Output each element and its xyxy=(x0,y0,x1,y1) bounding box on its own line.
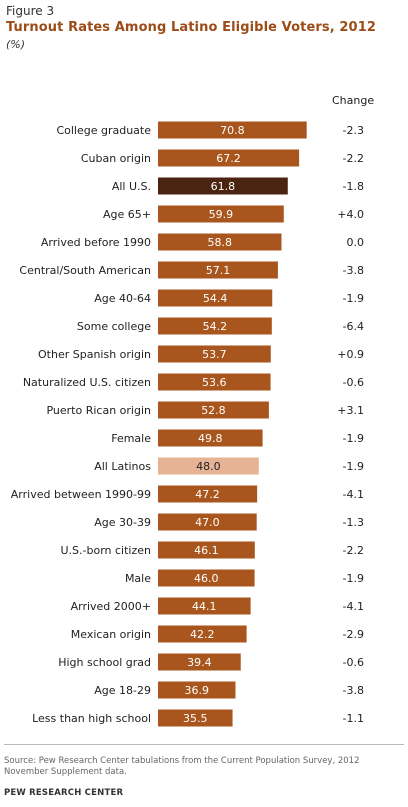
bar-value-label: 44.1 xyxy=(192,600,217,613)
bar xyxy=(158,625,247,643)
change-value: -1.1 xyxy=(343,712,364,725)
bar-value-label: 54.4 xyxy=(203,292,228,305)
category-label: Puerto Rican origin xyxy=(46,404,151,417)
category-label: Cuban origin xyxy=(81,152,151,165)
bar-value-label: 61.8 xyxy=(211,180,236,193)
change-value: -3.8 xyxy=(343,684,364,697)
bar xyxy=(158,121,307,139)
change-value: -0.6 xyxy=(343,376,364,389)
category-label: Mexican origin xyxy=(71,628,151,641)
bar xyxy=(158,429,263,447)
change-value: -1.9 xyxy=(343,460,364,473)
category-label: Male xyxy=(125,572,151,585)
bar xyxy=(158,485,258,503)
bar-value-label: 67.2 xyxy=(216,152,241,165)
change-value: -1.9 xyxy=(343,292,364,305)
category-label: Age 65+ xyxy=(103,208,151,221)
category-label: College graduate xyxy=(56,124,151,137)
bar-value-label: 49.8 xyxy=(198,432,223,445)
bar xyxy=(158,289,273,307)
footer-credit: PEW RESEARCH CENTER xyxy=(4,788,124,798)
category-label: Arrived between 1990-99 xyxy=(11,488,151,501)
bar xyxy=(158,205,284,223)
bar-value-label: 70.8 xyxy=(220,124,245,137)
bar-value-label: 46.0 xyxy=(194,572,219,585)
bar xyxy=(158,317,272,335)
bar xyxy=(158,373,271,391)
category-label: High school grad xyxy=(58,656,151,669)
category-label: Age 40-64 xyxy=(94,292,151,305)
change-value: -1.9 xyxy=(343,572,364,585)
bar-value-label: 35.5 xyxy=(183,712,208,725)
bar xyxy=(158,709,233,727)
bar-value-label: 46.1 xyxy=(194,544,219,557)
bar xyxy=(158,233,282,251)
bar-value-label: 47.2 xyxy=(195,488,220,501)
bar-value-label: 36.9 xyxy=(184,684,209,697)
change-value: -6.4 xyxy=(343,320,364,333)
bar xyxy=(158,261,278,279)
bar xyxy=(158,681,236,699)
change-value: +4.0 xyxy=(337,208,364,221)
bar xyxy=(158,541,255,559)
change-value: -2.9 xyxy=(343,628,364,641)
units-label: (%) xyxy=(6,38,26,51)
change-value: +3.1 xyxy=(337,404,364,417)
bar-value-label: 47.0 xyxy=(195,516,220,529)
bar-value-label: 59.9 xyxy=(209,208,234,221)
bar xyxy=(158,345,271,363)
bar-value-label: 54.2 xyxy=(203,320,228,333)
category-label: Some college xyxy=(77,320,151,333)
divider xyxy=(4,744,404,745)
category-label: Female xyxy=(111,432,151,445)
bar-value-label: 53.7 xyxy=(202,348,227,361)
change-value: -1.3 xyxy=(343,516,364,529)
change-value: -0.6 xyxy=(343,656,364,669)
change-value: 0.0 xyxy=(347,236,365,249)
bar xyxy=(158,457,259,475)
bar xyxy=(158,149,300,167)
bar-value-label: 57.1 xyxy=(206,264,231,277)
bar-value-label: 58.8 xyxy=(207,236,232,249)
change-value: -3.8 xyxy=(343,264,364,277)
category-label: Age 18-29 xyxy=(94,684,151,697)
change-value: -2.3 xyxy=(343,124,364,137)
change-column-header: Change xyxy=(332,94,375,107)
bar-value-label: 42.2 xyxy=(190,628,215,641)
figure-label: Figure 3 xyxy=(6,4,55,18)
bar-value-label: 52.8 xyxy=(201,404,226,417)
bar xyxy=(158,597,251,615)
category-label: All U.S. xyxy=(112,180,151,193)
category-label: Arrived before 1990 xyxy=(41,236,151,249)
bar-value-label: 48.0 xyxy=(196,460,221,473)
bar xyxy=(158,401,269,419)
category-label: Arrived 2000+ xyxy=(71,600,151,613)
category-label: All Latinos xyxy=(94,460,151,473)
category-label: Other Spanish origin xyxy=(38,348,151,361)
category-label: U.S.-born citizen xyxy=(61,544,152,557)
bar xyxy=(158,653,241,671)
category-label: Central/South American xyxy=(19,264,151,277)
category-label: Naturalized U.S. citizen xyxy=(23,376,151,389)
bar xyxy=(158,569,255,587)
category-label: Age 30-39 xyxy=(94,516,151,529)
bar-value-label: 39.4 xyxy=(187,656,212,669)
bar-value-label: 53.6 xyxy=(202,376,227,389)
change-value: -2.2 xyxy=(343,152,364,165)
change-value: -1.8 xyxy=(343,180,364,193)
change-value: -2.2 xyxy=(343,544,364,557)
category-label: Less than high school xyxy=(32,712,151,725)
chart-title: Turnout Rates Among Latino Eligible Vote… xyxy=(6,20,376,35)
bar xyxy=(158,513,257,531)
bar-chart: College graduate 70.8 -2.3 Cuban origin 67.2… xyxy=(11,121,365,727)
source-note: Source: Pew Research Center tabulations … xyxy=(4,756,360,777)
change-value: -4.1 xyxy=(343,488,364,501)
change-value: -4.1 xyxy=(343,600,364,613)
bar xyxy=(158,177,288,195)
change-value: +0.9 xyxy=(337,348,364,361)
change-value: -1.9 xyxy=(343,432,364,445)
